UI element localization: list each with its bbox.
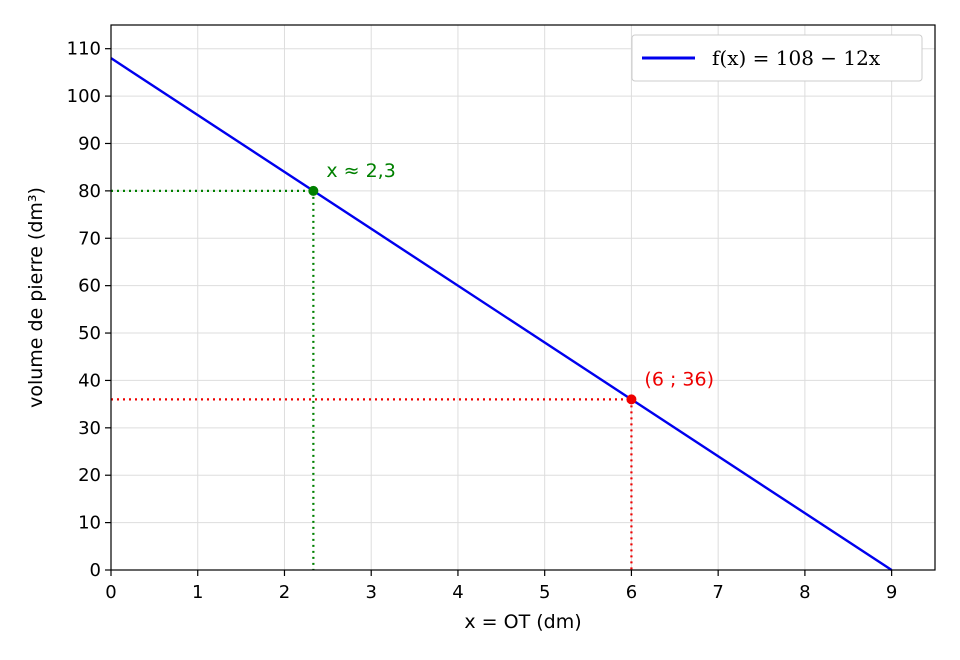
x-tick-label: 3	[365, 582, 376, 603]
legend-label: f(x) = 108 − 12x	[712, 46, 881, 70]
y-tick-label: 90	[78, 133, 101, 154]
y-tick-label: 0	[90, 560, 101, 581]
y-tick-label: 80	[78, 181, 101, 202]
x-tick-label: 8	[799, 582, 810, 603]
point-annotation: x ≈ 2,3	[326, 160, 395, 182]
guide-lines	[111, 189, 633, 570]
x-tick-label: 6	[626, 582, 637, 603]
x-tick-label: 2	[279, 582, 290, 603]
x-tick-label: 4	[452, 582, 463, 603]
x-tick-label: 7	[712, 582, 723, 603]
y-tick-label: 40	[78, 370, 101, 391]
points-layer: x ≈ 2,3 (6 ; 36)	[308, 160, 714, 405]
y-tick-label: 70	[78, 228, 101, 249]
y-tick-label: 100	[67, 86, 101, 107]
series-line	[110, 57, 893, 572]
y-tick-label: 20	[78, 465, 101, 486]
x-tick-label: 9	[886, 582, 897, 603]
y-tick-label: 110	[67, 39, 101, 60]
highlight-point	[626, 394, 637, 405]
plot-frame	[110, 24, 936, 571]
series-layer	[110, 57, 893, 572]
x-tick-label: 5	[539, 582, 550, 603]
y-axis-title: volume de pierre (dm³)	[25, 187, 47, 408]
y-tick-label: 60	[78, 276, 101, 297]
y-tick-label: 30	[78, 418, 101, 439]
y-tick-label: 50	[78, 323, 101, 344]
x-tick-label: 1	[192, 582, 203, 603]
legend-box	[631, 34, 923, 82]
highlight-point	[308, 185, 319, 196]
x-tick-label: 0	[105, 582, 116, 603]
legend: f(x) = 108 − 12x	[631, 34, 923, 82]
point-annotation: (6 ; 36)	[644, 368, 714, 390]
y-tick-label: 10	[78, 513, 101, 534]
x-axis-title: x = OT (dm)	[464, 611, 581, 633]
grid	[110, 25, 935, 571]
